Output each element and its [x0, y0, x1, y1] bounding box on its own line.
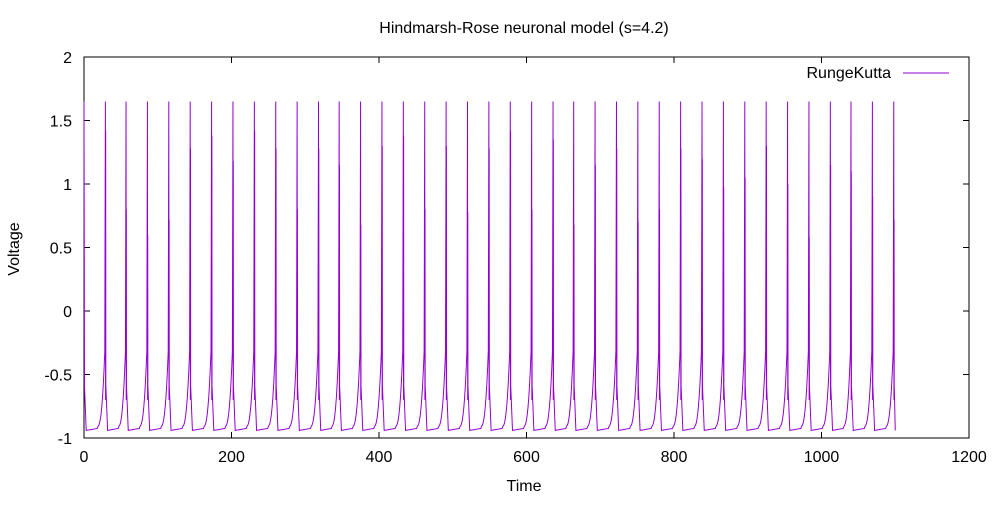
- y-tick-label: 1: [63, 177, 72, 194]
- y-tick-label: 2: [63, 50, 72, 67]
- y-axis-label: Voltage: [6, 222, 23, 275]
- x-tick-label: 400: [366, 449, 393, 466]
- y-tick-label: 0: [63, 304, 72, 321]
- x-axis-label: Time: [507, 478, 542, 495]
- plot-frame: [83, 56, 970, 439]
- legend-label: RungeKutta: [806, 65, 891, 82]
- y-tick-label: 0.5: [50, 241, 72, 258]
- y-tick-label: -1: [58, 431, 72, 448]
- ticks-layer: 0 200 400 600 800 1000 1200 -1 -0.5 0 0.5 1 1.5 2: [44, 50, 986, 466]
- x-tick-label: 1000: [804, 449, 840, 466]
- x-tick-label: 0: [80, 449, 89, 466]
- series-layer: [83, 101, 896, 431]
- x-tick-label: 1200: [951, 449, 987, 466]
- x-tick-label: 200: [218, 449, 245, 466]
- y-tick-label: -0.5: [44, 368, 72, 385]
- chart-title: Hindmarsh-Rose neuronal model (s=4.2): [379, 20, 668, 37]
- x-tick-label: 600: [513, 449, 540, 466]
- series-line-rungekutta: [83, 101, 896, 431]
- y-tick-label: 1.5: [50, 114, 72, 131]
- legend: RungeKutta: [806, 65, 949, 82]
- x-tick-label: 800: [661, 449, 688, 466]
